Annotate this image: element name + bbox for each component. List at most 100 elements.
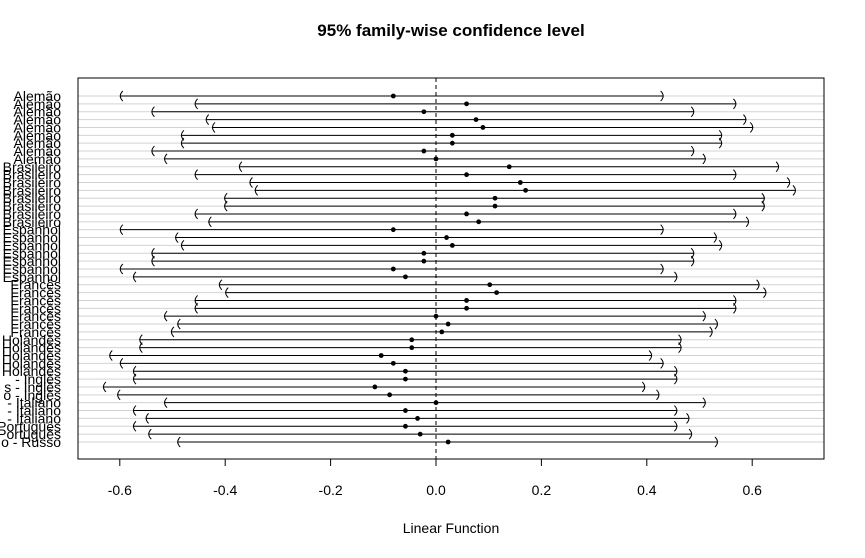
y-tick-label: - Inglês <box>15 371 61 387</box>
y-tick-label: Alemão <box>14 135 62 151</box>
interval-lower-bracket <box>132 373 137 385</box>
y-tick-label: Espanhol <box>3 245 61 261</box>
interval-lower-bracket <box>109 350 113 361</box>
y-tick-label: Brasileiro <box>3 206 62 222</box>
y-tick-label: Holandês <box>2 355 61 371</box>
interval-upper-bracket <box>718 137 723 149</box>
y-tick-label: Holandês <box>2 348 61 364</box>
x-axis: -0.6 -0.4 -0.2 0.0 0.2 0.4 0.6 <box>108 458 762 498</box>
interval-lower-bracket <box>177 318 181 330</box>
interval-lower-bracket <box>117 389 121 401</box>
x-tick-label: 0.6 <box>742 482 762 498</box>
interval-upper-bracket <box>714 436 718 448</box>
estimate-point <box>476 219 482 225</box>
interval-lower-bracket <box>102 381 107 393</box>
y-tick-label: Alemão <box>14 96 62 112</box>
estimate-point <box>445 439 451 445</box>
y-tick-label: Brasileiro <box>3 198 62 214</box>
x-tick-label: 0.0 <box>426 482 446 498</box>
estimate-point <box>421 109 427 115</box>
chart-title: 95% family-wise confidence level <box>317 21 584 40</box>
y-tick-label: Alemão <box>14 143 62 159</box>
x-tick-label: -0.2 <box>319 482 343 498</box>
y-tick-label: Alemão <box>14 119 62 135</box>
estimate-point <box>464 305 469 311</box>
interval-upper-bracket <box>660 358 664 369</box>
y-tick-label: Alemão <box>14 112 62 128</box>
interval-lower-bracket <box>164 310 168 322</box>
estimate-point <box>390 266 396 272</box>
estimate-point <box>517 180 523 185</box>
interval-lower-bracket <box>180 137 185 149</box>
estimate-point <box>464 211 469 217</box>
interval-lower-bracket <box>151 145 155 157</box>
estimate-point <box>403 274 408 280</box>
interval-lower-bracket <box>119 263 124 275</box>
interval-upper-bracket <box>714 318 718 330</box>
interval-lower-bracket <box>194 169 199 180</box>
estimate-point <box>464 172 469 178</box>
interval-upper-bracket <box>786 177 791 188</box>
interval-upper-bracket <box>733 169 737 180</box>
y-tick-label: Francês <box>10 277 61 293</box>
y-tick-label: Alemão <box>14 104 62 120</box>
y-tick-label: Brasileiro <box>3 190 62 206</box>
estimate-point <box>506 164 512 170</box>
estimate-point <box>415 416 420 421</box>
interval-lower-bracket <box>205 114 210 125</box>
estimate-point <box>473 117 479 122</box>
interval-upper-bracket <box>775 161 780 173</box>
interval-upper-bracket <box>656 389 660 401</box>
estimate-point <box>421 250 427 256</box>
estimate-point <box>464 298 469 303</box>
interval-upper-bracket <box>678 342 682 353</box>
interval-upper-bracket <box>702 397 706 409</box>
interval-lower-bracket <box>180 240 185 251</box>
estimate-point <box>390 360 396 366</box>
interval-lower-bracket <box>119 90 124 102</box>
x-tick-label: 0.4 <box>637 482 657 498</box>
interval-upper-bracket <box>673 271 678 283</box>
estimate-point <box>372 384 378 390</box>
estimate-point <box>403 408 408 413</box>
interval-lower-bracket <box>224 200 228 212</box>
y-tick-label: Espanhol <box>3 269 61 285</box>
interval-upper-bracket <box>792 185 796 196</box>
y-tick-label: Brasileiro <box>3 167 62 183</box>
interval-upper-bracket <box>660 263 664 275</box>
y-tick-label: - Italiano <box>7 410 61 426</box>
interval-upper-bracket <box>673 373 678 385</box>
estimate-point <box>449 140 455 146</box>
interval-lower-bracket <box>132 271 137 283</box>
interval-lower-bracket <box>119 358 124 369</box>
interval-lower-bracket <box>151 255 155 267</box>
confidence-intervals <box>102 90 796 448</box>
interval-lower-bracket <box>151 106 155 118</box>
estimate-point <box>421 148 427 154</box>
estimate-point <box>409 345 415 351</box>
interval-upper-bracket <box>709 326 713 338</box>
interval-lower-bracket <box>177 436 181 448</box>
y-tick-label: Português <box>0 426 61 442</box>
interval-lower-bracket <box>194 302 199 314</box>
interval-upper-bracket <box>702 153 706 165</box>
interval-upper-bracket <box>690 255 695 267</box>
interval-upper-bracket <box>641 381 646 393</box>
estimate-point <box>480 125 486 130</box>
y-tick-label: Espanhol <box>3 230 61 246</box>
y-tick-label: Espanhol <box>3 261 61 277</box>
y-tick-label: Alemão <box>14 127 62 143</box>
interval-lower-bracket <box>225 287 229 298</box>
y-tick-label: Holandês <box>2 332 61 348</box>
interval-lower-bracket <box>164 397 168 409</box>
y-tick-label: o - Inglês <box>3 387 61 403</box>
interval-upper-bracket <box>702 310 706 322</box>
interval-lower-bracket <box>139 342 143 353</box>
x-tick-label: -0.6 <box>108 482 132 498</box>
estimate-point <box>387 392 393 398</box>
interval-lower-bracket <box>249 177 253 188</box>
interval-lower-bracket <box>194 208 199 220</box>
estimate-point <box>445 321 451 327</box>
interval-lower-bracket <box>194 98 199 110</box>
y-tick-label: Francês <box>10 324 61 340</box>
